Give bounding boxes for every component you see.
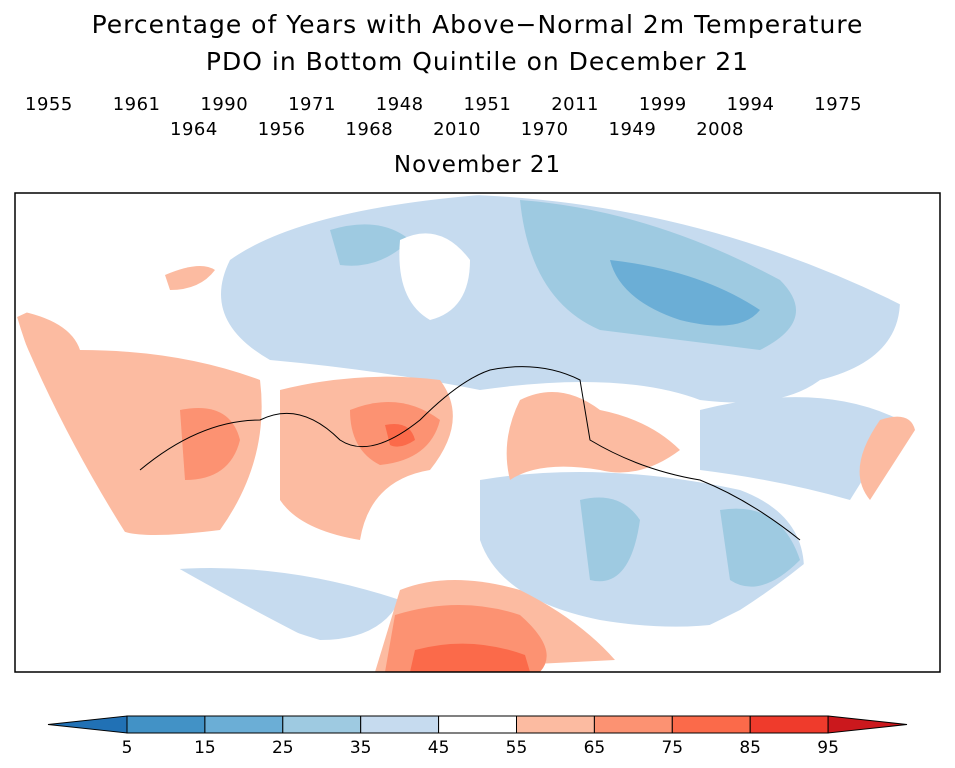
region-55-65-alaska [506,392,680,480]
title-line-2: PDO in Bottom Quintile on December 21 [205,47,750,76]
year-label: 1956 [257,119,306,140]
region-75-85-south [410,643,530,672]
colorbar-box [516,715,595,734]
year-label: 1968 [345,119,394,140]
year-label: 1971 [288,94,336,115]
year-label: 1970 [520,119,569,140]
year-label: 1961 [112,94,161,115]
colorbar-box [360,715,440,734]
colorbar-tick-label: 75 [661,738,684,758]
colorbar-tick-label: 5 [121,738,133,758]
region-55-65-west [15,310,262,535]
map-subtitle: November 21 [393,152,562,178]
temperature-field [15,195,940,672]
region-55-65-small [165,266,215,290]
year-label: 1955 [25,94,73,115]
region-35-45-south [165,568,400,640]
colorbar-tick-label: 35 [349,738,372,758]
year-label: 1964 [170,119,218,140]
colorbar-box [593,715,673,734]
year-label: 1990 [200,94,249,115]
colorbar-tick-label: 45 [427,738,450,758]
colorbar-tick-label: 65 [583,738,606,758]
year-label: 2011 [551,94,599,115]
colorbar-tick-label: 25 [271,738,294,758]
year-label: 1948 [375,94,424,115]
region-25-35-west [330,224,410,266]
colorbar-box [204,715,284,734]
colorbar-box [671,715,751,734]
year-label: 1951 [463,94,512,115]
region-white-hole [399,233,470,320]
region-25-35-se [720,508,800,587]
colorbar-box [126,715,206,734]
colorbar-low-triangle [47,715,128,734]
colorbar-tick-label: 55 [505,738,528,758]
colorbar-box [749,715,829,734]
colorbar-box [438,715,518,734]
region-65-75-west [180,408,240,480]
year-label: 2008 [696,119,744,140]
colorbar-tick-label: 95 [817,738,839,758]
coastlines [139,366,801,541]
year-label: 2010 [433,119,481,140]
year-label: 1999 [638,94,687,115]
region-35-45-east [700,397,900,500]
colorbar-high-triangle [827,715,908,734]
region-25-35-pacific [580,497,640,582]
colorbar [47,715,908,734]
colorbar-tick-label: 85 [739,738,761,758]
title-line-1: Percentage of Years with Above−Normal 2m… [91,10,864,39]
colorbar-tick-label: 15 [194,738,216,758]
year-label: 1994 [726,94,775,115]
year-label: 1975 [814,94,863,115]
region-15-25-canada [610,260,760,326]
map-frame [14,192,941,673]
colorbar-box [282,715,362,734]
region-55-65-east [859,416,915,500]
year-label: 1949 [608,119,657,140]
